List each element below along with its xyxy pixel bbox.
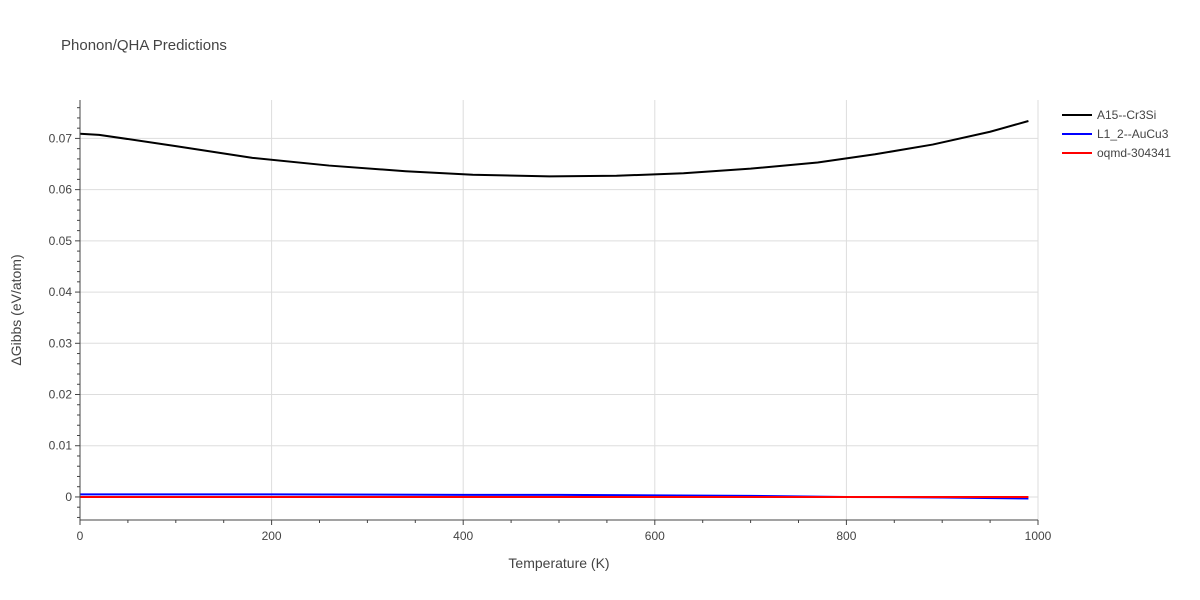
series-line-A15--Cr3Si <box>79 120 1029 178</box>
tick-labels: 0 200 400 600 800 1000 0 0.01 0.02 0.03 0.04 0.05 0.… <box>49 131 1052 543</box>
y-tick-label: 0.01 <box>49 439 73 453</box>
plot-area <box>79 120 1029 500</box>
x-tick-label: 0 <box>77 529 84 543</box>
y-tick-label: 0.04 <box>49 285 73 299</box>
x-axis-title: Temperature (K) <box>508 555 609 571</box>
x-tick-label: 1000 <box>1025 529 1052 543</box>
x-tick-label: 600 <box>645 529 665 543</box>
grid <box>80 100 1039 520</box>
chart-title: Phonon/QHA Predictions <box>61 37 227 54</box>
y-tick-label: 0.06 <box>49 183 73 197</box>
legend-label[interactable]: oqmd-304341 <box>1097 146 1171 160</box>
y-tick-label: 0.07 <box>49 131 73 145</box>
y-tick-label: 0.03 <box>49 336 73 350</box>
x-tick-label: 400 <box>453 529 473 543</box>
x-tick-label: 200 <box>262 529 282 543</box>
legend-label[interactable]: L1_2--AuCu3 <box>1097 127 1169 141</box>
y-axis-title: ΔGibbs (eV/atom) <box>8 254 24 365</box>
x-tick-label: 800 <box>836 529 856 543</box>
y-tick-label: 0.02 <box>49 388 73 402</box>
y-tick-label: 0 <box>65 490 72 504</box>
legend-label[interactable]: A15--Cr3Si <box>1097 108 1156 122</box>
legend: A15--Cr3Si L1_2--AuCu3 oqmd-304341 <box>1062 108 1171 160</box>
axes <box>75 100 1039 525</box>
y-tick-label: 0.05 <box>49 234 73 248</box>
